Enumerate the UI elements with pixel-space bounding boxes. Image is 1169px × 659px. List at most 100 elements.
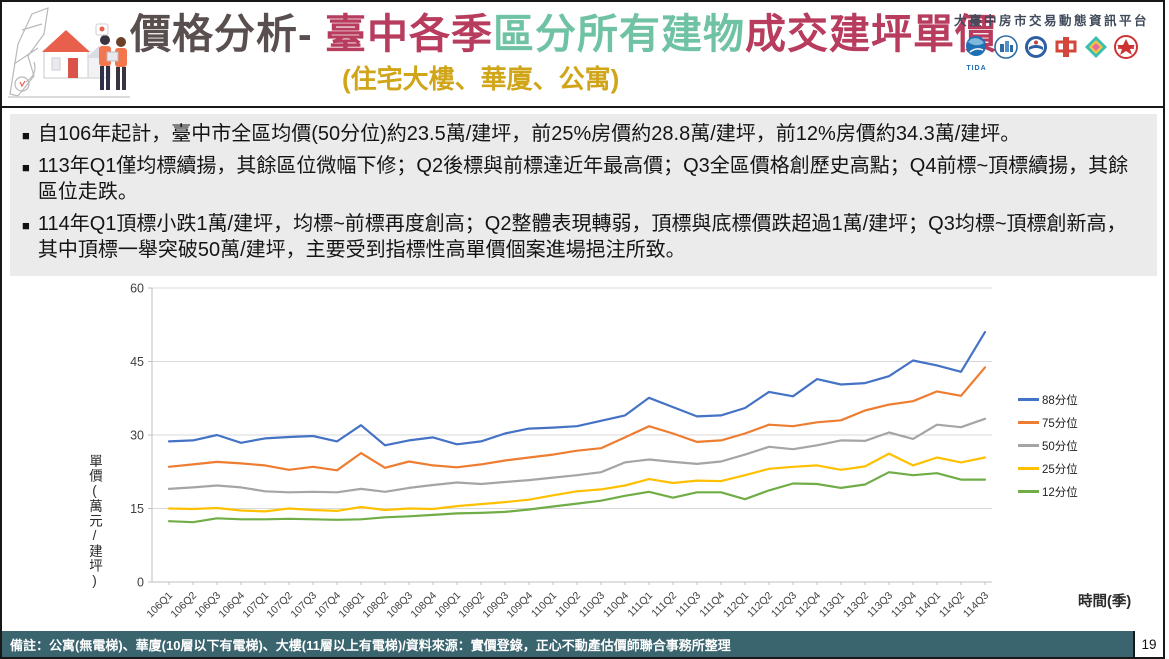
title-prefix: 價格分析- [130,11,326,57]
gov-seal-logo [1023,34,1050,65]
x-tick-label: 109Q2 [456,590,487,621]
bullet-marker-icon: ■ [22,128,30,143]
header: 價格分析- 臺中各季區分所有建物成交建坪單價 (住宅大樓、華廈、公寓) 大臺中房… [2,2,1163,106]
x-tick-label: 108Q1 [336,590,367,621]
legend-label: 75分位 [1042,417,1078,430]
header-illustration [8,7,130,98]
footer: 備註：公寓(無電梯)、華廈(10層以下有電梯)、大樓(11層以上有電梯)/資料來… [2,631,1163,657]
footer-note: 備註：公寓(無電梯)、華廈(10層以下有電梯)、大樓(11層以上有電梯)/資料來… [2,631,1133,657]
bullet-item: ■ 114年Q1頂標小跌1萬/建坪，均標~前標再度創高；Q2整體表現轉弱，頂標與底… [20,212,1145,263]
bullet-marker-icon: ■ [22,218,30,234]
x-tick-label: 113Q1 [817,590,847,620]
x-tick-label: 106Q4 [216,590,247,621]
title-segment-2: 區分所有建物 [493,11,746,57]
title-segment-1: 臺中各季 [325,11,494,57]
buildings-seal-icon [994,35,1019,59]
series-line-88分位 [167,330,987,447]
x-tick-label: 107Q4 [312,590,343,621]
bullet-marker-icon: ■ [22,160,30,176]
legend-swatch-icon [1018,398,1039,401]
legend-item: 12分位 [1018,480,1078,503]
header-divider [2,106,1163,108]
partner-logos: TIDA [954,34,1149,72]
people-icon [95,23,127,90]
series-line-25分位 [167,452,987,513]
line-chart: 015304560106Q1106Q2106Q3106Q4107Q1107Q21… [130,282,992,621]
x-tick-label: 108Q3 [384,590,415,621]
x-tick-label: 113Q3 [865,590,895,620]
x-tick-label: 109Q1 [432,590,463,621]
legend-label: 88分位 [1042,394,1078,407]
legend-label: 25分位 [1042,463,1078,476]
series-line-12分位 [167,471,987,524]
page-number: 19 [1133,631,1163,657]
x-tick-label: 109Q3 [480,590,511,621]
book-seal-icon [1025,36,1048,58]
x-tick-label: 111Q2 [649,590,679,620]
bullet-text: 113年Q1僅均標續揚，其餘區位微幅下修；Q2後標與前標達近年最高價；Q3全區價… [37,155,1129,203]
series-line-50分位 [167,417,987,494]
legend-item: 75分位 [1018,411,1078,434]
legend-label: 12分位 [1042,486,1078,499]
y-tick-label: 60 [130,282,144,296]
series-line-75分位 [167,366,987,472]
legend-swatch-icon [1018,444,1039,447]
x-tick-label: 110Q2 [553,590,583,620]
legend-item: 25分位 [1018,457,1078,480]
association-logo [1053,34,1080,65]
x-tick-label: 114Q3 [961,590,991,620]
legend-item: 88分位 [1018,388,1078,411]
x-tick-label: 108Q4 [408,590,439,621]
x-tick-label: 113Q4 [889,590,919,620]
appraiser-union-logo [1113,34,1140,65]
page-title: 價格分析- 臺中各季區分所有建物成交建坪單價 [130,11,998,57]
y-tick-label: 0 [137,576,144,590]
chart-area: 單價(萬元/建坪) 0 15 30 45 60 106Q1 106Q2 106Q3 106Q4 1… [2,278,1163,632]
y-tick-label: 15 [130,502,144,516]
x-tick-label: 112Q1 [721,590,751,620]
x-tick-label: 106Q2 [168,590,199,621]
title-segment-3: 成交建坪單價 [745,11,998,57]
x-tick-label: 107Q3 [288,590,319,621]
y-tick-label: 30 [130,429,144,443]
legend-swatch-icon [1018,490,1039,493]
y-tick-label: 45 [130,355,144,369]
legend-label: 50分位 [1042,440,1078,453]
legend-swatch-icon [1018,467,1039,470]
x-tick-label: 111Q4 [697,590,727,620]
x-tick-label: 114Q1 [913,590,943,620]
x-tick-label: 112Q4 [793,590,823,620]
platform-branding: 大臺中房市交易動態資訊平台 TIDA [954,10,1149,72]
x-axis-title: 時間(季) [1078,594,1132,610]
x-tick-label: 106Q1 [144,590,175,621]
x-tick-label: 109Q4 [504,590,535,621]
chart-legend: 88分位 75分位 50分位 25分位 12分位 [1018,388,1078,503]
bullet-text: 自106年起計，臺中市全區均價(50分位)約23.5萬/建坪，前25%房價約28… [37,123,1021,145]
sketch-map-icon [9,7,49,97]
x-tick-label: 114Q2 [937,590,967,620]
x-tick-label: 110Q3 [577,590,607,620]
color-cube-icon [1085,36,1108,58]
tida-caption: TIDA [966,65,987,72]
red-zhong-icon [1055,37,1077,57]
x-tick-label: 111Q3 [673,590,703,620]
legend-swatch-icon [1018,421,1039,424]
bullet-text: 114年Q1頂標小跌1萬/建坪，均標~前標再度創高；Q2整體表現轉弱，頂標與底標… [37,213,1127,261]
estate-association-logo [1083,34,1110,65]
tida-globe-icon [966,36,987,56]
x-tick-label: 111Q1 [625,590,655,620]
red-round-union-icon [1114,35,1139,59]
y-axis-title: 單價(萬元/建坪) [87,454,102,589]
platform-name: 大臺中房市交易動態資訊平台 [953,14,1149,28]
summary-bullets: ■ 自106年起計，臺中市全區均價(50分位)約23.5萬/建坪，前25%房價約2… [10,114,1157,276]
tida-logo: TIDA [963,34,990,72]
city-bureau-logo [993,34,1020,65]
bullet-item: ■ 自106年起計，臺中市全區均價(50分位)約23.5萬/建坪，前25%房價約2… [20,122,1145,147]
x-tick-label: 107Q1 [240,590,271,621]
x-tick-label: 110Q1 [529,590,559,620]
x-tick-label: 110Q4 [601,590,631,620]
x-tick-label: 108Q2 [360,590,391,621]
x-tick-label: 107Q2 [264,590,295,621]
x-tick-label: 112Q2 [745,590,775,620]
